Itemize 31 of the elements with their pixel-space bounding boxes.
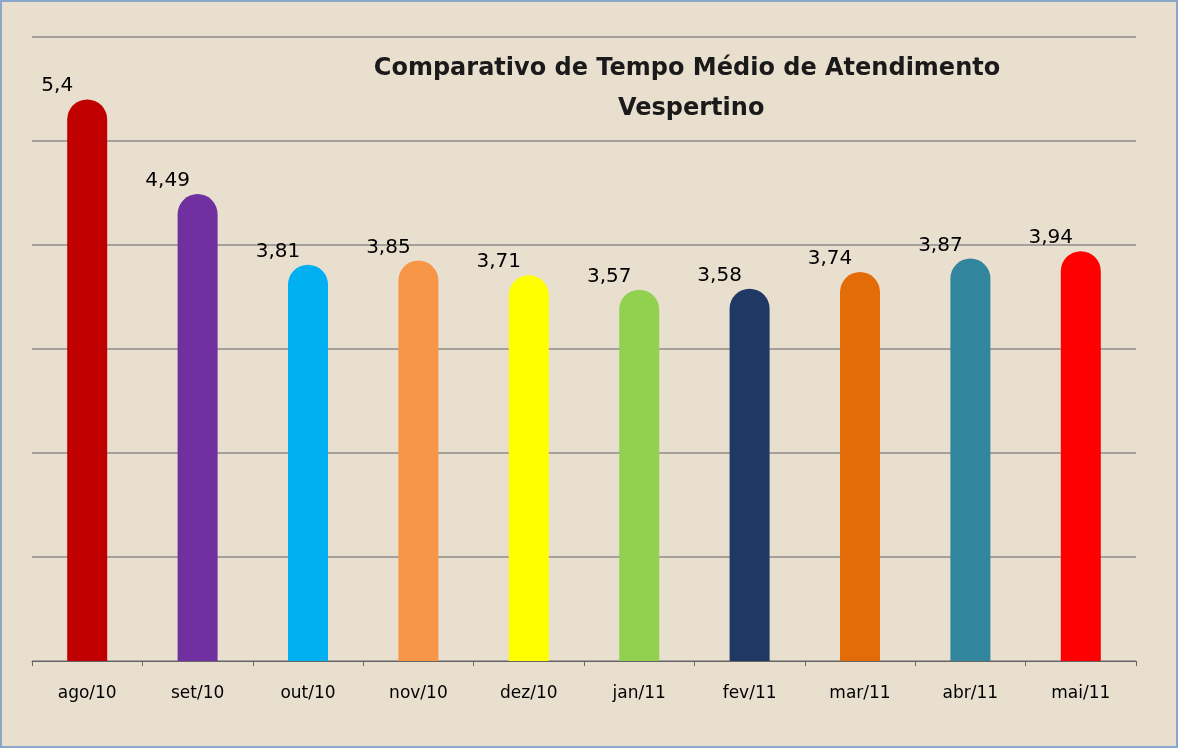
data-label: 3,74 <box>807 245 853 270</box>
bar <box>398 260 439 661</box>
data-label: 3,81 <box>255 237 301 262</box>
x-tick-label: ago/10 <box>57 681 117 702</box>
data-label: 5,4 <box>41 72 74 97</box>
data-label: 3,94 <box>1028 224 1074 249</box>
x-tick-label: nov/10 <box>389 681 448 702</box>
text: Comparativo de Tempo Médio de Atendimento Vespertino <box>373 53 1001 121</box>
x-tick-label: set/10 <box>170 681 225 702</box>
bar <box>177 194 218 661</box>
data-label: 3,87 <box>918 231 963 256</box>
x-tick-label: jan/11 <box>611 681 666 702</box>
bar <box>950 258 991 661</box>
bar <box>840 272 880 661</box>
bar <box>508 275 549 661</box>
x-tick-label: fev/11 <box>722 681 777 702</box>
bar <box>288 264 328 661</box>
bar <box>729 288 770 661</box>
data-label: 3,85 <box>366 233 411 258</box>
x-tick-label: mai/11 <box>1051 681 1111 702</box>
x-tick-label: dez/10 <box>500 681 558 702</box>
x-tick-label: abr/11 <box>942 681 999 702</box>
x-tick-label: out/10 <box>280 681 336 702</box>
data-label: 3,57 <box>586 262 632 287</box>
data-label: 4,49 <box>145 167 190 192</box>
bar <box>619 289 660 661</box>
bar <box>1060 251 1101 661</box>
data-label: 3,58 <box>697 261 742 286</box>
x-tick-label: mar/11 <box>829 681 891 702</box>
data-label: 3,71 <box>476 248 522 273</box>
bar <box>67 99 108 661</box>
